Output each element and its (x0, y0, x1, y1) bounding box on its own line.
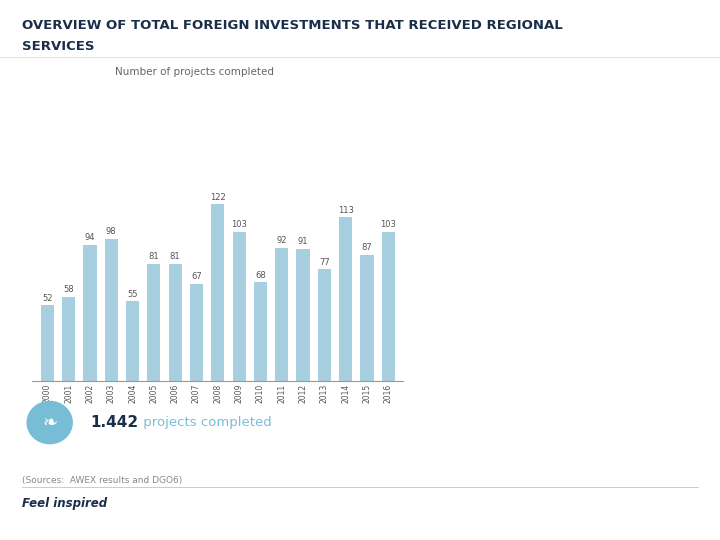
Bar (104, 239, 118, 381)
Text: OVERVIEW OF TOTAL FOREIGN INVESTMENTS THAT RECEIVED REGIONAL: OVERVIEW OF TOTAL FOREIGN INVESTMENTS TH… (22, 19, 562, 32)
Text: 91: 91 (298, 238, 308, 246)
Text: 67: 67 (191, 272, 202, 281)
Text: 113: 113 (338, 206, 354, 215)
Text: 77: 77 (319, 258, 330, 267)
Bar (168, 264, 181, 381)
Text: projects completed: projects completed (139, 416, 271, 429)
Text: 122: 122 (210, 193, 225, 201)
Circle shape (27, 401, 72, 444)
Text: 87: 87 (361, 243, 372, 252)
Text: 68: 68 (255, 271, 266, 280)
Text: 103: 103 (231, 220, 247, 229)
Text: 55: 55 (127, 289, 138, 299)
Text: SERVICES: SERVICES (22, 40, 94, 53)
Bar (148, 264, 161, 381)
Text: 81: 81 (148, 252, 159, 261)
Text: ❧: ❧ (42, 414, 58, 431)
Text: 94: 94 (85, 233, 95, 242)
Bar (41, 306, 54, 381)
Bar (382, 232, 395, 381)
Bar (275, 248, 288, 381)
Bar (318, 269, 331, 381)
Text: 52: 52 (42, 294, 53, 303)
Bar (190, 284, 203, 381)
Bar (297, 249, 310, 381)
Text: 1.442: 1.442 (90, 415, 138, 430)
Bar (361, 255, 374, 381)
Text: Number of projects completed: Number of projects completed (115, 67, 274, 77)
Text: 58: 58 (63, 285, 74, 294)
Bar (211, 204, 225, 381)
Bar (126, 301, 139, 381)
Text: 92: 92 (276, 236, 287, 245)
Bar (254, 282, 267, 381)
Text: 81: 81 (170, 252, 181, 261)
Bar (233, 232, 246, 381)
Text: 103: 103 (380, 220, 396, 229)
Text: (Sources:  AWEX results and DGO6): (Sources: AWEX results and DGO6) (22, 476, 182, 485)
Text: 98: 98 (106, 227, 117, 237)
Bar (339, 217, 352, 381)
Text: Feel inspired: Feel inspired (22, 497, 107, 510)
Bar (84, 245, 96, 381)
Bar (62, 297, 75, 381)
